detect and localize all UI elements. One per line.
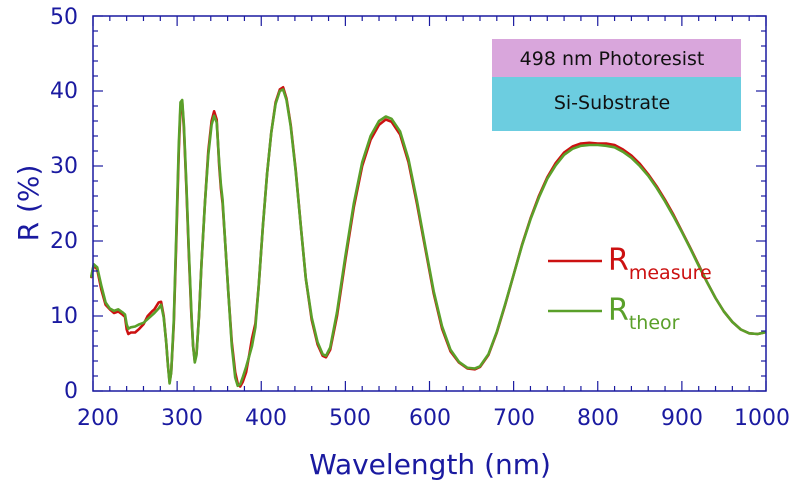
x-tick-label: 400 — [245, 406, 287, 431]
tick-layer — [92, 15, 767, 392]
y-tick-label: 10 — [50, 304, 78, 329]
y-tick-label: 40 — [50, 79, 78, 104]
x-tick-label: 500 — [329, 406, 371, 431]
x-axis-title: Wavelength (nm) — [309, 448, 551, 481]
y-tick-labels: 0 10 20 30 40 50 — [50, 5, 78, 404]
legend-label-r-theor: Rtheor — [608, 293, 680, 334]
x-tick-label: 600 — [409, 406, 451, 431]
layer-stack-inset: 498 nm Photoresist Si-Substrate — [492, 39, 741, 131]
y-tick-label: 30 — [50, 154, 78, 179]
y-tick-label: 0 — [64, 379, 78, 404]
photoresist-layer-label: 498 nm Photoresist — [520, 48, 705, 70]
series-layer — [90, 86, 766, 388]
x-tick-label: 200 — [77, 406, 119, 431]
legend-label-subscript: theor — [629, 312, 680, 334]
legend-label-subscript: measure — [629, 262, 712, 284]
y-tick-label: 20 — [50, 229, 78, 254]
series-line-r-theor — [90, 88, 766, 388]
x-tick-label: 900 — [661, 406, 703, 431]
y-axis-title: R (%) — [12, 165, 45, 242]
x-tick-label: 700 — [493, 406, 535, 431]
photoresist-layer — [492, 39, 741, 77]
si-substrate-layer — [492, 77, 741, 131]
legend-label-main: R — [608, 293, 629, 328]
x-tick-label: 300 — [161, 406, 203, 431]
legend-label-r-measure: Rmeasure — [608, 243, 712, 284]
y-tick-label: 50 — [50, 5, 78, 30]
x-tick-label: 800 — [577, 406, 619, 431]
x-tick-labels: 200 300 400 500 600 700 800 900 1000 — [77, 406, 790, 431]
legend-label-main: R — [608, 243, 629, 278]
legend: Rmeasure Rtheor — [548, 243, 712, 334]
si-substrate-layer-label: Si-Substrate — [554, 92, 670, 114]
x-tick-label: 1000 — [734, 406, 790, 431]
